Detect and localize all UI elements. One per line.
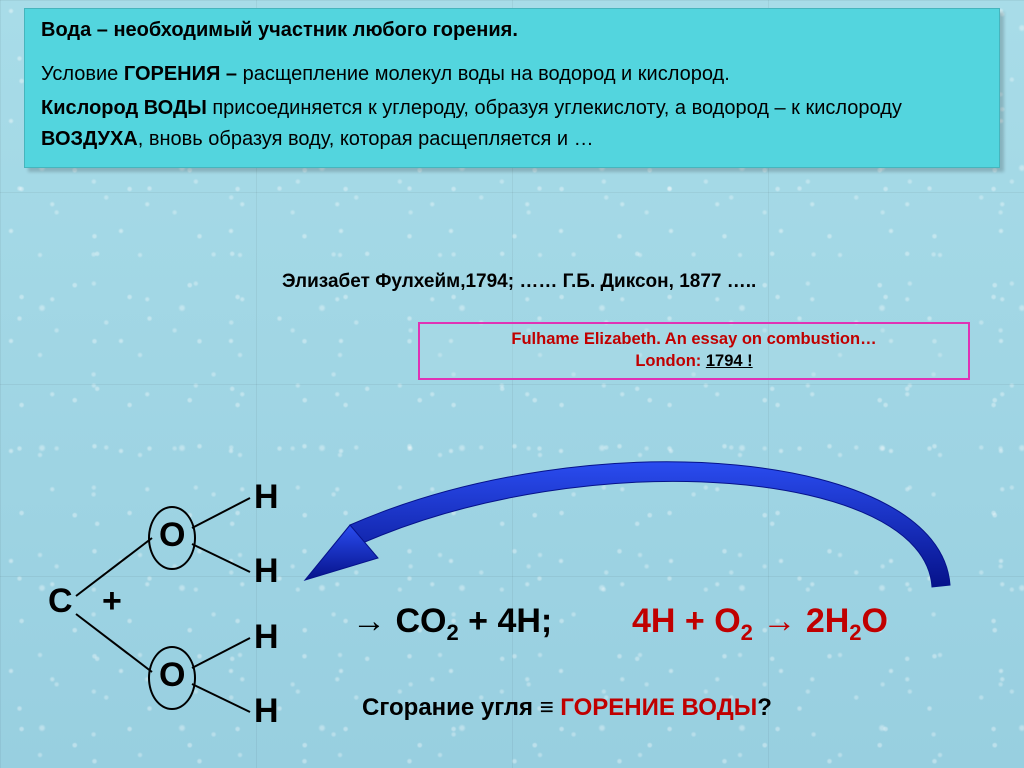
h3-a: Кислород ВОДЫ [41, 97, 207, 119]
attribution-text: Элизабет Фулхейм,1794; …… Г.Б. Диксон, 1… [282, 271, 756, 293]
citation-year: 1794 ! [706, 352, 753, 370]
eq2-s2: 2 [849, 620, 861, 645]
eq2-s1: 2 [741, 620, 753, 645]
eq2-e: O [862, 602, 888, 640]
curved-arrow [260, 390, 980, 620]
h3-d: , вновь образуя воду, которая расщепляет… [138, 128, 594, 150]
eq1-pre: → CO [352, 602, 446, 640]
atom-c: C [48, 582, 73, 621]
atom-o1: O [159, 516, 185, 555]
headline-3: Кислород ВОДЫ присоединяется к углероду,… [41, 93, 983, 155]
atom-h2: H [254, 552, 279, 591]
h3-c: ВОЗДУХА [41, 128, 138, 150]
h2-pre: Условие [41, 63, 124, 85]
citation-box: Fulhame Elizabeth. An essay on combustio… [418, 322, 970, 380]
h3-b: присоединяется к углероду, образуя углек… [207, 97, 902, 119]
cap-q: ? [757, 694, 772, 721]
atom-h4: H [254, 692, 279, 731]
eq2-a: 4H + O [632, 602, 741, 640]
citation-london: London: [635, 352, 701, 370]
cap-black: Сгорание угля ≡ [362, 694, 560, 721]
h2-bold: ГОРЕНИЯ – [124, 63, 237, 85]
citation-line2: London: 1794 ! [426, 350, 962, 372]
headline-2: Условие ГОРЕНИЯ – расщепление молекул во… [41, 60, 983, 89]
h2-post: расщепление молекул воды на водород и ки… [237, 63, 730, 85]
citation-line1: Fulhame Elizabeth. An essay on combustio… [426, 328, 962, 350]
eq2: 4H + O2 → 2H2O [632, 602, 888, 646]
eq1-sub: 2 [446, 620, 458, 645]
plus-sign: + [102, 582, 122, 621]
top-text-box: Вода – необходимый участник любого горен… [24, 8, 1000, 168]
bottom-caption: Сгорание угля ≡ ГОРЕНИЕ ВОДЫ? [362, 694, 772, 722]
atom-o2: O [159, 656, 185, 695]
eq1-post: + 4H; [459, 602, 553, 640]
eq1: → CO2 + 4H; [352, 602, 552, 646]
molecule-diagram: C + O H H O H H [20, 486, 360, 736]
headline-1: Вода – необходимый участник любого горен… [41, 19, 983, 42]
cap-red: ГОРЕНИЕ ВОДЫ [560, 694, 757, 721]
atom-h3: H [254, 618, 279, 657]
eq2-m: → 2H [753, 602, 849, 640]
atom-h1: H [254, 478, 279, 517]
